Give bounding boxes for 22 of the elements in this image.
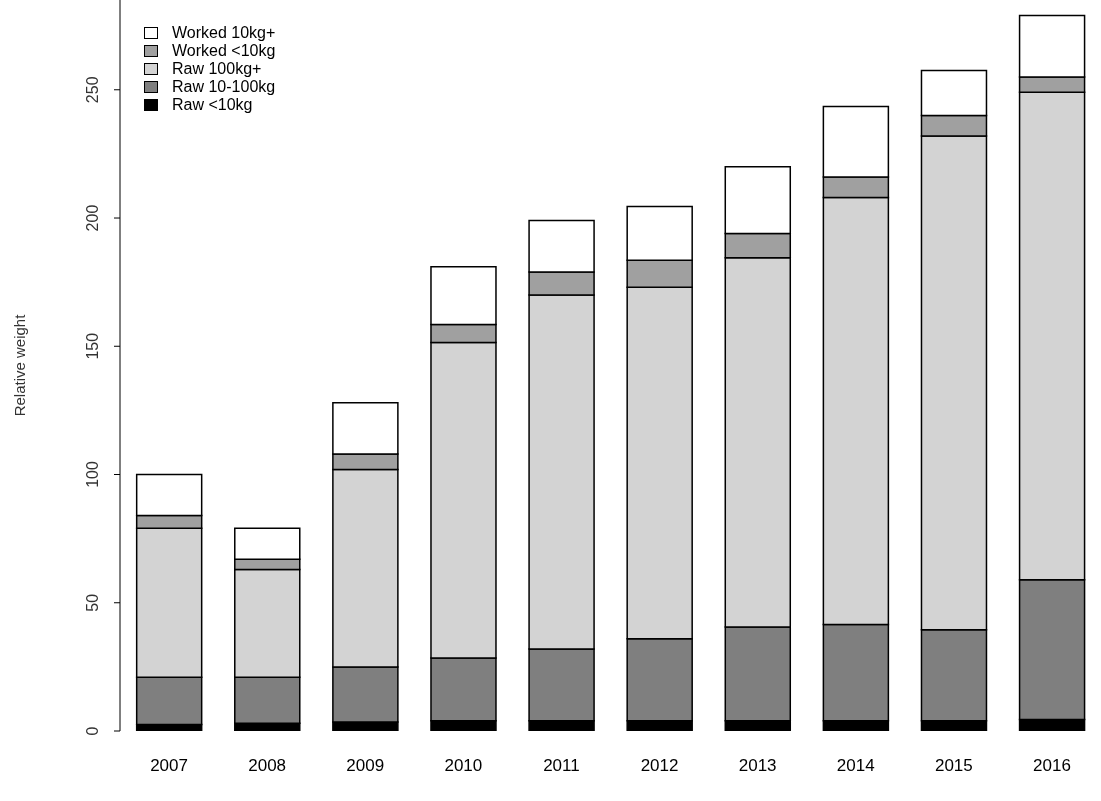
legend-label: Raw 10-100kg bbox=[172, 78, 276, 96]
y-tick-label: 250 bbox=[84, 76, 101, 104]
y-tick-label: 50 bbox=[84, 593, 101, 612]
legend-label: Worked 10kg+ bbox=[172, 24, 276, 42]
y-tick-label: 200 bbox=[84, 204, 101, 232]
x-tick-label: 2016 bbox=[1033, 756, 1071, 776]
y-axis-title: Relative weight bbox=[11, 313, 29, 417]
x-tick-label: 2012 bbox=[640, 756, 679, 776]
y-tick-label: 100 bbox=[84, 461, 101, 488]
x-tick-label: 2011 bbox=[543, 756, 580, 776]
x-tick-label: 2008 bbox=[248, 756, 287, 776]
legend-label: Raw <10kg bbox=[172, 96, 253, 114]
y-tick-label: 150 bbox=[84, 332, 101, 360]
x-tick-label: 2009 bbox=[346, 756, 385, 776]
x-tick-label: 2013 bbox=[738, 756, 777, 776]
legend-label: Worked <10kg bbox=[172, 42, 276, 60]
x-tick-label: 2014 bbox=[836, 756, 875, 776]
legend-label: Raw 100kg+ bbox=[172, 60, 262, 78]
x-tick-label: 2007 bbox=[150, 756, 188, 776]
x-tick-label: 2010 bbox=[444, 756, 483, 776]
x-tick-label: 2015 bbox=[934, 756, 973, 776]
y-tick-label: 0 bbox=[84, 726, 101, 736]
